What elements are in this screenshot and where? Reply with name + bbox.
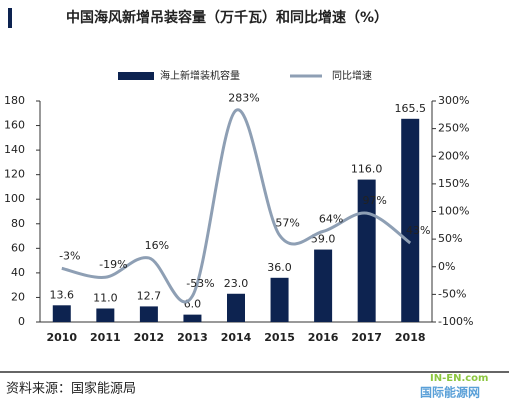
value-label: 36.0	[267, 261, 292, 274]
legend-swatch	[118, 72, 154, 80]
y-tick-label: 120	[4, 168, 25, 181]
y2-tick-label: 200%	[438, 149, 469, 162]
y2-tick-label: 0%	[438, 260, 455, 273]
value-label: -53%	[186, 277, 214, 290]
y2-tick-label: 100%	[438, 205, 469, 218]
chart-title: 中国海风新增吊装容量（万千瓦）和同比增速（%）	[66, 9, 388, 26]
bar	[314, 249, 333, 322]
y2-tick-label: 250%	[438, 122, 469, 135]
value-label: 43%	[406, 224, 430, 237]
bar	[183, 314, 202, 322]
x-tick-label: 2014	[221, 331, 252, 344]
value-label: 97%	[362, 194, 386, 207]
y-tick-label: 60	[11, 241, 25, 254]
y2-tick-label: 50%	[438, 232, 462, 245]
y-tick-label: 180	[4, 94, 25, 107]
y-tick-label: 0	[18, 315, 25, 328]
x-tick-label: 2011	[90, 331, 121, 344]
x-tick-label: 2012	[134, 331, 165, 344]
y-tick-label: 100	[4, 192, 25, 205]
x-tick-label: 2013	[177, 331, 208, 344]
y2-tick-label: 150%	[438, 177, 469, 190]
y2-tick-label: -50%	[438, 287, 466, 300]
value-label: 11.0	[93, 291, 118, 304]
value-label: 12.7	[137, 289, 162, 302]
x-tick-label: 2018	[395, 331, 426, 344]
y-tick-label: 40	[11, 266, 25, 279]
legend-label: 同比增速	[332, 69, 372, 82]
watermark: 国际能源网	[420, 385, 480, 400]
bar	[52, 305, 71, 322]
legend-label: 海上新增装机容量	[160, 69, 240, 82]
y2-tick-label: -100%	[438, 315, 473, 328]
x-tick-label: 2015	[264, 331, 295, 344]
bar	[227, 293, 245, 322]
value-label: 23.0	[224, 277, 249, 290]
x-tick-label: 2010	[46, 331, 77, 344]
x-tick-label: 2017	[351, 331, 382, 344]
watermark: IN-EN.com	[430, 373, 488, 384]
value-label: 64%	[319, 212, 343, 225]
y2-tick-label: 300%	[438, 94, 469, 107]
value-label: 116.0	[351, 163, 383, 176]
bar	[270, 277, 289, 322]
value-label: 57%	[275, 216, 299, 229]
value-label: 165.5	[394, 102, 426, 115]
title-marker	[8, 8, 12, 28]
source: 资料来源：国家能源局	[6, 381, 136, 397]
y-tick-label: 140	[4, 143, 25, 156]
line	[61, 108, 412, 304]
value-label: 16%	[145, 239, 169, 252]
y-tick-label: 20	[11, 290, 25, 303]
value-label: -3%	[59, 249, 80, 262]
bar	[96, 308, 115, 322]
value-label: -19%	[99, 258, 127, 271]
x-tick-label: 2016	[308, 331, 339, 344]
y-tick-label: 80	[11, 217, 25, 230]
value-label: 6.0	[184, 298, 202, 311]
value-label: 13.6	[50, 288, 75, 301]
value-label: 59.0	[311, 233, 336, 246]
y-tick-label: 160	[4, 119, 25, 132]
value-label: 283%	[228, 91, 259, 104]
bar	[139, 306, 158, 322]
bar	[401, 118, 420, 322]
